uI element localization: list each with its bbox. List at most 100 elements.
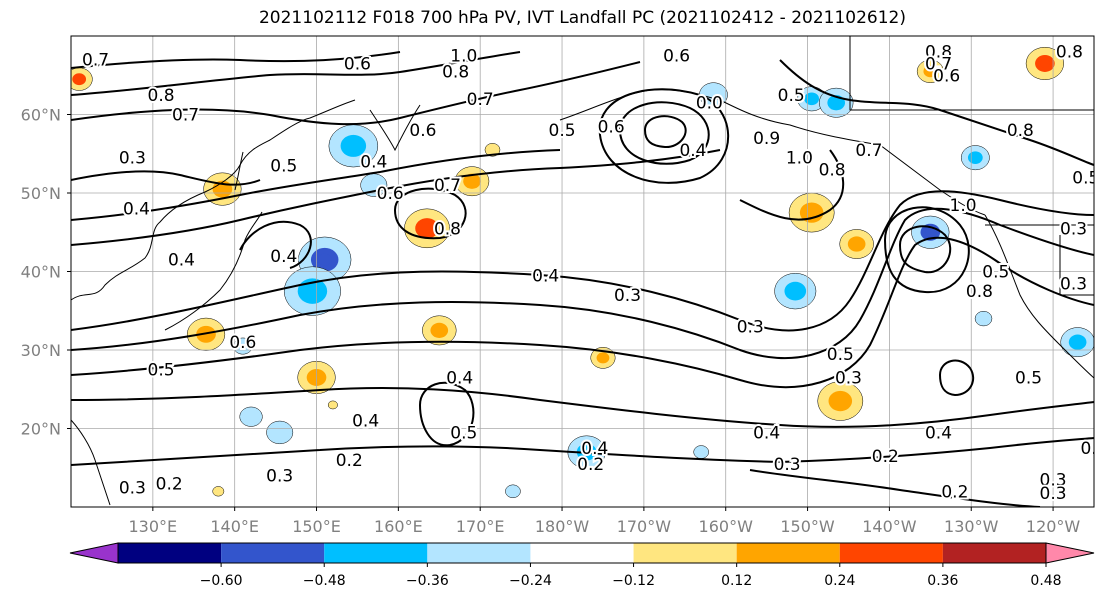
contour-label: 0.4: [123, 200, 150, 220]
contour-label: 0.2: [156, 474, 183, 494]
colorbar-swatch: [839, 543, 943, 563]
contour-label: 0.4: [446, 368, 473, 388]
lon-tick-label: 170°E: [456, 517, 505, 536]
contour-label: 0.5: [148, 361, 175, 381]
contour-label: 0.3: [1060, 219, 1087, 239]
contour-label: 0.3: [774, 455, 801, 475]
pc-shading-peak: [1039, 59, 1050, 68]
pv-contour: [71, 149, 561, 221]
contour-label: 0.6: [229, 333, 256, 353]
colorbar-tick-label: −0.24: [509, 573, 552, 589]
coastline-japan: [164, 211, 263, 331]
pc-shading-core: [967, 151, 983, 165]
contour-label: 1.0: [786, 149, 813, 169]
contour-label: 0.4: [352, 412, 379, 432]
coastline-namerica: [984, 214, 1094, 379]
pv-closed: [898, 225, 952, 274]
pc-shading-core: [828, 390, 853, 412]
contour-label: 0.2: [336, 451, 363, 471]
colorbar-swatch: [942, 543, 1046, 563]
contour-label: 0.5: [1072, 168, 1099, 188]
colorbar-tick-label: −0.12: [612, 573, 655, 589]
contour-label: 0.5: [1015, 368, 1042, 388]
contour-label: 0.8: [966, 282, 993, 302]
pc-shading-mid: [213, 487, 224, 496]
pv-closed-low: [618, 101, 710, 165]
pc-shading-mid: [268, 422, 292, 443]
pv-contour: [239, 220, 312, 269]
contour-label: 0.5: [450, 423, 477, 443]
contour-label: 0.8: [1007, 121, 1034, 141]
pv-closed: [883, 206, 970, 294]
contour-label: 0.6: [598, 117, 625, 137]
lon-tick-label: 170°W: [617, 517, 672, 536]
pc-shading-core: [463, 173, 481, 189]
pc-shading-layer: [71, 46, 1094, 499]
colorbar-swatch: [736, 543, 840, 563]
colorbar-tick-label: 0.12: [721, 573, 752, 589]
pv-contour: [71, 51, 521, 96]
pv-contour: [71, 61, 641, 126]
pc-shading-core: [799, 202, 824, 223]
contour-label: 0.3: [737, 317, 764, 337]
lon-tick-label: 140°E: [210, 517, 259, 536]
contour-label: 0.2: [1080, 439, 1105, 459]
contour-label: 0.4: [581, 439, 608, 459]
contour-label: 0.5: [827, 345, 854, 365]
contour-label: 0.0: [696, 94, 723, 114]
lon-tick-label: 150°E: [292, 517, 341, 536]
lat-tick-label: 40°N: [21, 263, 61, 282]
contour-label: 0.4: [360, 153, 387, 173]
pc-shading-mid: [506, 485, 520, 497]
contour-label: 0.4: [532, 266, 559, 286]
pc-shading-peak: [75, 76, 83, 83]
pv-contour: [739, 149, 845, 221]
pc-shading-mid: [485, 144, 500, 156]
pc-shading-mid: [241, 408, 261, 426]
pc-shading-mid: [694, 446, 708, 458]
colorbar-extend-high: [1045, 542, 1095, 564]
colorbar-swatch: [221, 543, 325, 563]
contour-label: 0.6: [344, 54, 371, 74]
pv-contour: [71, 207, 1094, 360]
colorbar-swatch: [427, 543, 531, 563]
figure-title: 2021102112 F018 700 hPa PV, IVT Landfall…: [258, 8, 906, 28]
contour-label: 0.8: [1056, 43, 1083, 63]
contour-label: 0.7: [434, 176, 461, 196]
pv-contour: [71, 236, 1094, 388]
lon-tick-label: 140°W: [862, 517, 917, 536]
pv-closed: [418, 381, 475, 447]
contour-label: 0.3: [266, 467, 293, 487]
contour-label: 0.6: [377, 184, 404, 204]
contour-label: 0.7: [467, 90, 494, 110]
pv-contour-labels: 0.7 0.6 1.00.80.70.6 0.80.70.60.80.80.70.6 0…: [80, 41, 1105, 506]
lon-tick-label: 160°E: [374, 517, 423, 536]
pv-contour: [71, 437, 1094, 466]
contour-label: 0.7: [925, 54, 952, 74]
contour-label: 0.5: [982, 263, 1009, 283]
contour-label: 0.3: [119, 478, 146, 498]
pv-contour: [71, 170, 261, 186]
pc-shading-core: [430, 322, 449, 339]
pv-contour: [71, 149, 721, 246]
contour-label: 0.3: [1040, 471, 1067, 491]
pv-contour: [71, 190, 1094, 332]
colorbar-frame: [117, 542, 1047, 564]
contour-label: 0.4: [679, 141, 706, 161]
pc-shading-core: [784, 281, 807, 301]
pc-shading-core: [804, 92, 820, 106]
colorbar-swatch: [324, 543, 428, 563]
colorbar-tick-label: 0.24: [824, 573, 855, 589]
colorbar-tick-label: 0.36: [927, 573, 958, 589]
pv-contour: [779, 59, 1094, 166]
lon-tick-label: 160°W: [699, 517, 754, 536]
contour-label: 0.3: [614, 286, 641, 306]
contour-label: 0.8: [925, 43, 952, 63]
lon-tick-label: 130°E: [129, 517, 178, 536]
lon-tick-label: 120°W: [1026, 517, 1081, 536]
coastline-sakhalin: [234, 151, 244, 191]
colorbar: −0.60 −0.48 −0.36 −0.24 −0.12 0.12 0.24 0.36 0.4…: [69, 542, 1095, 589]
pc-shading-mid: [976, 312, 991, 325]
colorbar-extend-low: [69, 542, 119, 564]
